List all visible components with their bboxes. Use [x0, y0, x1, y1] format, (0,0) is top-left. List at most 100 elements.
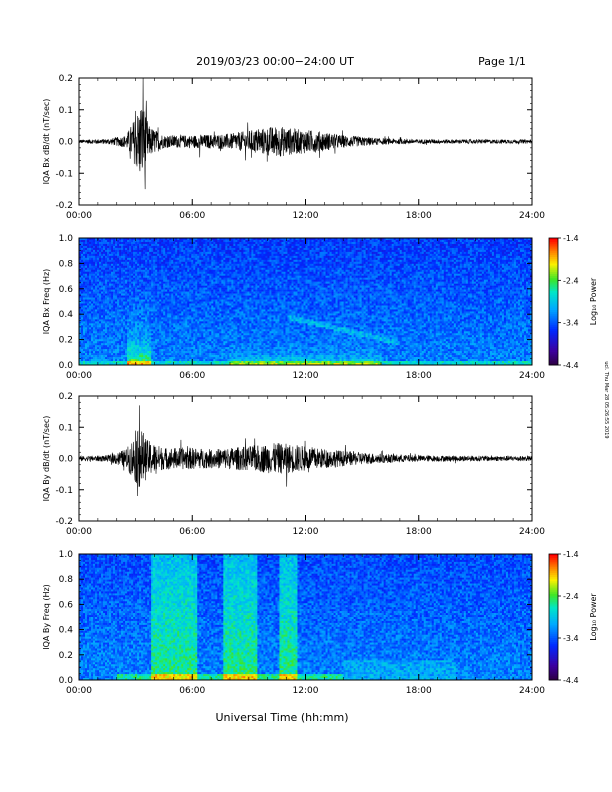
heatmap-cell	[107, 248, 109, 250]
heatmap-cell	[103, 240, 105, 242]
heatmap-cell	[151, 248, 153, 250]
heatmap-cell	[119, 284, 121, 286]
heatmap-cell	[131, 311, 133, 313]
heatmap-cell	[157, 307, 159, 309]
heatmap-cell	[147, 345, 149, 347]
heatmap-cell	[155, 272, 157, 274]
heatmap-cell	[193, 327, 195, 329]
heatmap-cell	[201, 258, 203, 260]
heatmap-cell	[183, 248, 185, 250]
heatmap-cell	[197, 280, 199, 282]
heatmap-cell	[159, 361, 161, 363]
heatmap-cell	[193, 252, 195, 254]
heatmap-cell	[109, 284, 111, 286]
heatmap-cell	[203, 290, 205, 292]
heatmap-cell	[195, 337, 197, 339]
heatmap-cell	[147, 256, 149, 258]
heatmap-cell	[135, 317, 137, 319]
heatmap-cell	[119, 282, 121, 284]
heatmap-cell	[85, 349, 87, 351]
heatmap-cell	[169, 345, 171, 347]
heatmap-cell	[169, 278, 171, 280]
heatmap-cell	[125, 317, 127, 319]
heatmap-cell	[81, 321, 83, 323]
heatmap-cell	[123, 250, 125, 252]
heatmap-cell	[121, 254, 123, 256]
heatmap-cell	[187, 335, 189, 337]
heatmap-cell	[191, 333, 193, 335]
heatmap-cell	[141, 329, 143, 331]
heatmap-cell	[151, 319, 153, 321]
heatmap-cell	[121, 343, 123, 345]
heatmap-cell	[95, 339, 97, 341]
heatmap-cell	[179, 276, 181, 278]
heatmap-cell	[87, 242, 89, 244]
heatmap-cell	[131, 319, 133, 321]
heatmap-cell	[153, 353, 155, 355]
heatmap-cell	[101, 343, 103, 345]
heatmap-cell	[83, 309, 85, 311]
heatmap-cell	[177, 268, 179, 270]
heatmap-cell	[129, 317, 131, 319]
heatmap-cell	[111, 282, 113, 284]
heatmap-cell	[135, 246, 137, 248]
heatmap-cell	[199, 321, 201, 323]
heatmap-cell	[91, 317, 93, 319]
heatmap-cell	[127, 349, 129, 351]
heatmap-cell	[105, 298, 107, 300]
heatmap-cell	[175, 268, 177, 270]
heatmap-cell	[169, 270, 171, 272]
heatmap-cell	[109, 307, 111, 309]
heatmap-cell	[155, 288, 157, 290]
heatmap-cell	[203, 349, 205, 351]
heatmap-cell	[113, 303, 115, 305]
heatmap-cell	[175, 298, 177, 300]
heatmap-cell	[101, 246, 103, 248]
heatmap-cell	[113, 270, 115, 272]
heatmap-cell	[101, 359, 103, 361]
heatmap-cell	[161, 246, 163, 248]
heatmap-cell	[159, 242, 161, 244]
heatmap-cell	[91, 286, 93, 288]
heatmap-cell	[131, 296, 133, 298]
heatmap-cell	[101, 319, 103, 321]
heatmap-cell	[99, 280, 101, 282]
heatmap-cell	[133, 272, 135, 274]
heatmap-cell	[169, 355, 171, 357]
heatmap-cell	[87, 337, 89, 339]
heatmap-cell	[105, 244, 107, 246]
heatmap-cell	[201, 294, 203, 296]
heatmap-cell	[81, 272, 83, 274]
heatmap-cell	[177, 254, 179, 256]
heatmap-cell	[197, 270, 199, 272]
heatmap-cell	[201, 333, 203, 335]
heatmap-cell	[125, 359, 127, 361]
heatmap-cell	[85, 240, 87, 242]
heatmap-cell	[115, 321, 117, 323]
heatmap-cell	[89, 250, 91, 252]
heatmap-cell	[157, 246, 159, 248]
heatmap-cell	[151, 302, 153, 304]
heatmap-cell	[129, 335, 131, 337]
heatmap-cell	[161, 250, 163, 252]
heatmap-cell	[87, 268, 89, 270]
heatmap-cell	[195, 258, 197, 260]
heatmap-cell	[109, 266, 111, 268]
heatmap-cell	[173, 266, 175, 268]
heatmap-cell	[205, 349, 207, 351]
heatmap-cell	[105, 361, 107, 363]
heatmap-cell	[147, 355, 149, 357]
heatmap-cell	[189, 294, 191, 296]
heatmap-cell	[111, 248, 113, 250]
heatmap-cell	[105, 276, 107, 278]
heatmap-cell	[135, 300, 137, 302]
heatmap-cell	[159, 272, 161, 274]
heatmap-cell	[109, 353, 111, 355]
heatmap-cell	[173, 351, 175, 353]
heatmap-cell	[91, 361, 93, 363]
heatmap-cell	[103, 351, 105, 353]
heatmap-cell	[175, 351, 177, 353]
heatmap-cell	[167, 349, 169, 351]
heatmap-cell	[145, 327, 147, 329]
heatmap-cell	[201, 309, 203, 311]
